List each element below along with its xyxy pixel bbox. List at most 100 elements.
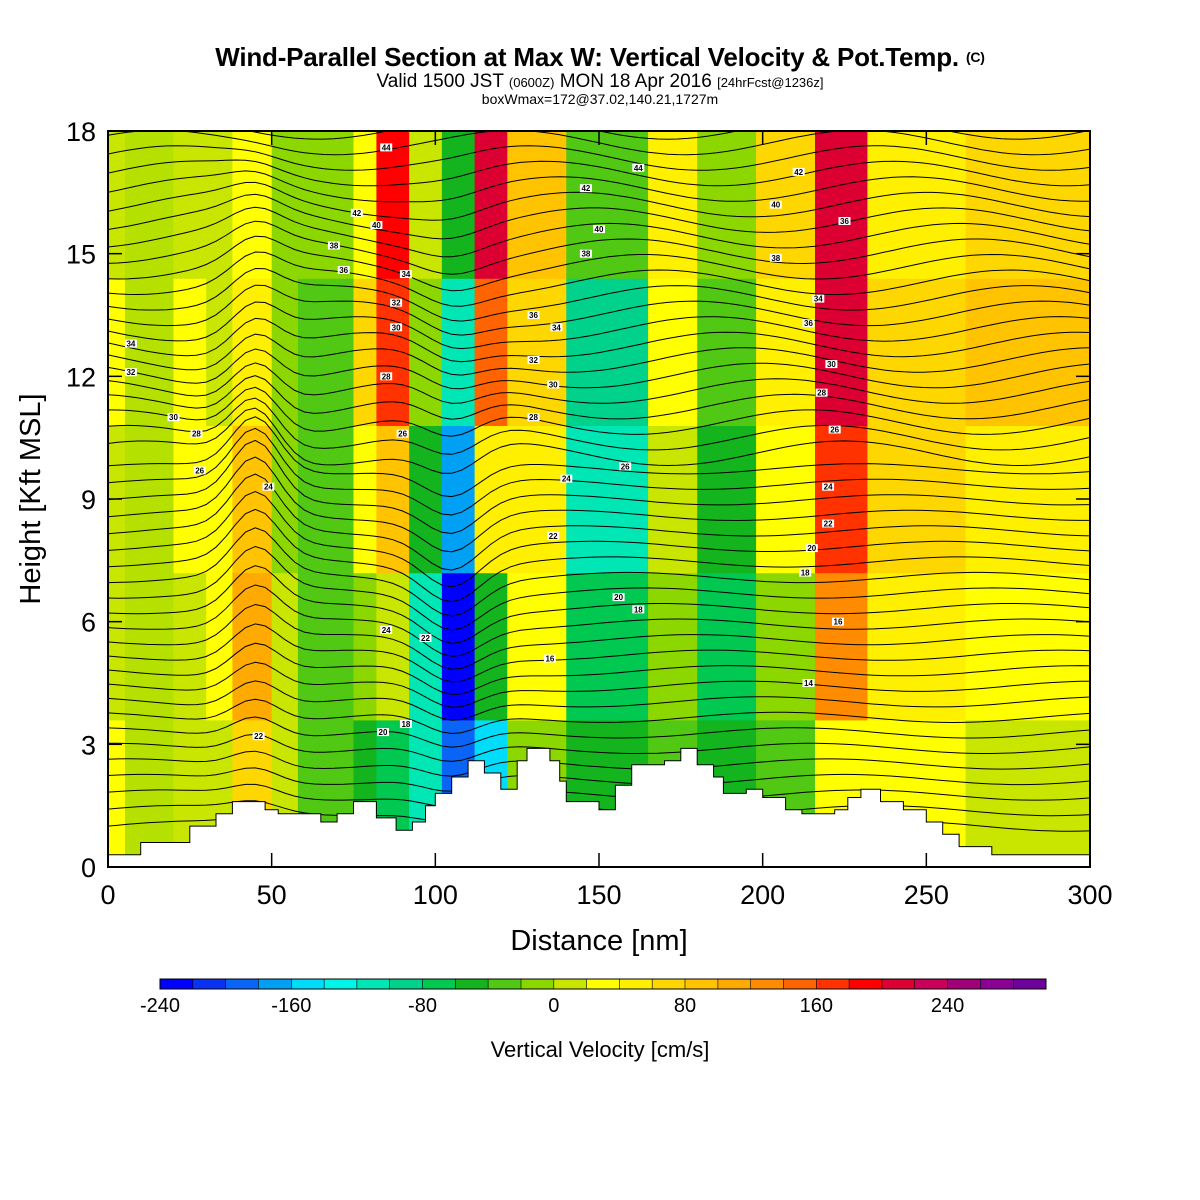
velocity-cell (756, 131, 816, 279)
theta-label-text: 28 (529, 413, 538, 422)
theta-label: 36 (527, 311, 540, 320)
theta-label: 34 (812, 294, 825, 304)
theta-label: 34 (124, 339, 137, 349)
theta-label-text: 30 (392, 323, 401, 332)
velocity-cell (815, 572, 868, 721)
theta-label-text: 42 (352, 209, 361, 218)
theta-label-box (612, 593, 625, 602)
velocity-cell (648, 572, 698, 721)
theta-label-text: 34 (401, 270, 410, 279)
theta-contour-line (108, 750, 1090, 777)
theta-label: 24 (560, 474, 573, 484)
theta-label-box (632, 163, 645, 172)
theta-label-text: 40 (372, 221, 381, 230)
theta-label: 42 (792, 167, 805, 177)
velocity-cell (815, 425, 868, 574)
theta-label: 24 (380, 625, 393, 635)
theta-label-box (377, 728, 389, 737)
x-tick-label: 50 (257, 880, 287, 910)
velocity-cell (441, 572, 476, 721)
theta-label-text: 28 (192, 430, 201, 439)
theta-label: 40 (769, 200, 782, 210)
velocity-cell (173, 425, 207, 574)
theta-label-box (593, 225, 605, 234)
theta-label-box (419, 634, 432, 642)
theta-label: 14 (802, 679, 815, 688)
title-text: Wind-Parallel Section at Max W: Vertical… (215, 42, 959, 72)
velocity-cell (965, 572, 1090, 721)
theta-label-box (399, 719, 412, 728)
theta-contour-line (108, 733, 1090, 762)
velocity-cell (648, 131, 698, 279)
theta-label-text: 32 (392, 299, 401, 308)
theta-label-text: 24 (264, 483, 273, 492)
theta-contour-line (108, 181, 1090, 221)
theta-label-box (527, 413, 540, 422)
colorbar-swatch (291, 979, 325, 989)
theta-contour-line (108, 159, 1090, 187)
velocity-cell (271, 572, 299, 721)
theta-contours (108, 131, 1090, 839)
chart-subtitle: Valid 1500 JST (0600Z) MON 18 Apr 2016 [… (0, 72, 1200, 91)
colorbar-tick-label: 0 (548, 995, 559, 1017)
velocity-cell (271, 425, 299, 574)
theta-label-box (547, 380, 560, 389)
colorbar-swatch (192, 979, 226, 989)
theta-contour-line (108, 193, 1090, 240)
theta-label: 16 (832, 617, 844, 627)
theta-label-box (396, 429, 409, 438)
theta-label: 18 (632, 605, 645, 614)
theta-label-text: 26 (830, 426, 839, 435)
theta-contour-line (108, 661, 1090, 708)
velocity-cell (376, 131, 410, 279)
y-tick-label: 3 (81, 730, 96, 760)
theta-label-box (193, 466, 206, 475)
theta-label: 34 (550, 323, 563, 332)
terrain-mask (108, 747, 1090, 867)
theta-label: 38 (579, 249, 592, 259)
theta-label: 20 (377, 728, 389, 737)
theta-contour-line (108, 348, 1090, 390)
theta-label: 18 (399, 719, 412, 729)
theta-label-box (822, 519, 835, 528)
theta-contour-line (108, 267, 1090, 322)
velocity-cell (441, 425, 476, 574)
x-axis-title: Distance [nm] (510, 925, 687, 957)
theta-label: 30 (825, 360, 838, 369)
theta-label: 36 (337, 266, 350, 275)
x-axis: 0 50 100 150 200 250 300 (100, 131, 1113, 910)
colorbar: -240 -160 -80 0 80 160 240 (140, 978, 1047, 1017)
velocity-cell (507, 425, 567, 574)
velocity-cell (756, 278, 816, 426)
x-tick-label: 200 (740, 880, 785, 910)
theta-label-text: 44 (382, 143, 391, 152)
theta-label: 22 (822, 519, 835, 529)
theta-label: 32 (527, 356, 540, 365)
theta-label-box (619, 462, 632, 471)
theta-contour-line (108, 220, 1090, 275)
theta-label-text: 44 (634, 164, 643, 173)
theta-label: 30 (390, 323, 403, 332)
theta-label-box (380, 625, 393, 634)
theta-label-text: 22 (824, 520, 833, 529)
theta-label-box (252, 732, 265, 741)
velocity-cell (867, 572, 967, 721)
colorbar-tick-label: -80 (408, 995, 437, 1017)
theta-contour-line (108, 508, 1090, 603)
theta-label: 18 (799, 568, 812, 578)
theta-contour-line (108, 565, 1090, 644)
theta-label: 26 (828, 425, 841, 435)
theta-label: 32 (390, 298, 403, 308)
velocity-cell (648, 278, 698, 426)
colorbar-swatch (980, 979, 1014, 989)
colorbar-swatch (652, 979, 686, 989)
theta-label-text: 26 (195, 466, 204, 475)
theta-contour-line (108, 603, 1090, 670)
velocity-cell (697, 572, 757, 721)
theta-label: 40 (593, 225, 605, 234)
theta-contour-line (108, 439, 1090, 535)
theta-contour-line (108, 427, 1090, 516)
theta-contour-line (108, 301, 1090, 350)
velocity-cell (409, 278, 443, 426)
velocity-cell (474, 425, 508, 574)
